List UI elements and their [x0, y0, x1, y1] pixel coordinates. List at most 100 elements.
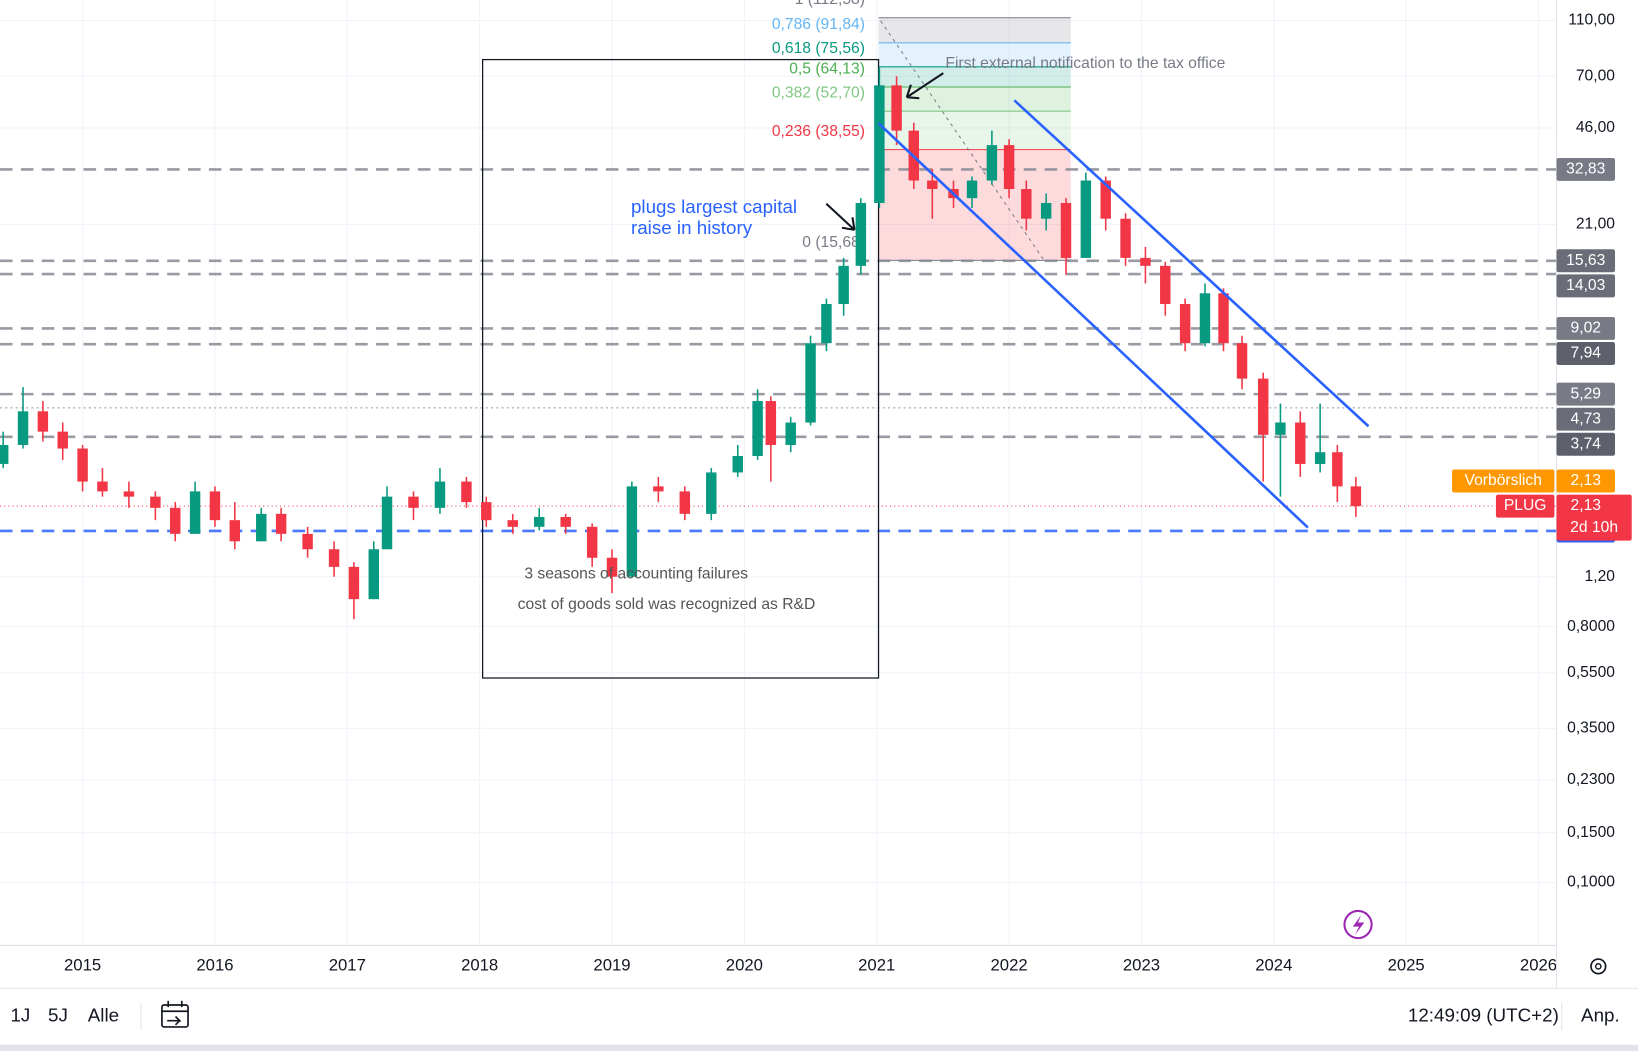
settings-icon-hub — [1594, 962, 1602, 970]
x-tick-label: 2025 — [1388, 956, 1425, 975]
candle-body — [653, 486, 664, 492]
goto-date-icon[interactable] — [161, 1000, 189, 1028]
x-tick-label: 2024 — [1255, 956, 1292, 975]
events-icon-bolt — [1352, 915, 1365, 935]
x-tick-label: 2016 — [196, 956, 233, 975]
candle-body — [1100, 180, 1111, 219]
clock: 12:49:09 (UTC+2) — [1408, 1004, 1559, 1025]
candle-body — [891, 85, 902, 131]
candle-body — [0, 444, 9, 464]
candle-body — [765, 401, 777, 445]
plot-area: 1 (112,58) 0,786 (91,84) 0,618 (75,56) 0,5 … — [0, 0, 1557, 975]
scale-mode[interactable]: Anp. — [1581, 1004, 1620, 1025]
candle-body — [256, 513, 267, 542]
candle-body — [1040, 202, 1052, 219]
candle-body — [348, 566, 360, 600]
candle-body — [97, 481, 108, 492]
symbol-tag — [1495, 494, 1555, 518]
x-tick-label: 2026 — [1520, 956, 1557, 975]
x-tick-label: 2021 — [858, 956, 895, 975]
x-tick-label: 2015 — [64, 956, 101, 975]
y-tick-label: 0,1000 — [1567, 874, 1615, 891]
range-button[interactable]: Alle — [88, 1004, 119, 1025]
candle-body — [17, 411, 29, 445]
candle-body — [150, 496, 161, 508]
toolbar: 1J 5J Alle 12:49:09 (UTC+2) Anp. — [0, 987, 1638, 1051]
arrow — [825, 202, 856, 231]
candle-body — [1275, 422, 1286, 435]
level-tag-label: 5,29 — [1571, 385, 1601, 402]
fib-band — [878, 111, 1071, 150]
candle-body — [1350, 486, 1362, 507]
candle-body — [57, 431, 68, 449]
level-tag — [1556, 342, 1616, 366]
level-tag — [1556, 316, 1616, 340]
candle-body — [927, 180, 938, 190]
candle-body — [752, 401, 763, 456]
level-tag-label: 4,73 — [1571, 410, 1602, 427]
candle-body — [123, 491, 135, 497]
y-tick-label: 0,2300 — [1567, 771, 1615, 788]
settings-icon[interactable] — [1590, 958, 1607, 975]
fib-label: 1 (112,58) — [795, 0, 865, 8]
candle-body — [328, 549, 340, 567]
candle-body — [1218, 293, 1229, 344]
countdown: 2d 10h — [1570, 519, 1618, 536]
level-tag-label: 7,94 — [1571, 345, 1602, 362]
annotation: cost of goods sold was recognized as R&D — [518, 596, 816, 613]
candle-body — [1179, 304, 1191, 344]
annotation: plugs largest capital — [631, 196, 797, 217]
candle-body — [1257, 378, 1269, 435]
candle-body — [1160, 265, 1171, 305]
level-tag-label: 32,83 — [1566, 161, 1605, 178]
candle-body — [408, 496, 419, 508]
fib-label: 0,786 (91,84) — [772, 16, 865, 33]
candle-body — [533, 516, 545, 527]
level-tag-label: 3,74 — [1571, 435, 1602, 452]
level-tag-label: 14,03 — [1566, 277, 1605, 294]
fib-label: 0,618 (75,56) — [772, 40, 865, 57]
level-tag — [1556, 274, 1616, 298]
symbol-name: PLUG — [1504, 497, 1547, 514]
y-tick-label: 0,5500 — [1567, 664, 1615, 681]
candle-body — [855, 202, 867, 266]
range-button[interactable]: 1J — [10, 1004, 30, 1025]
fib-band — [878, 87, 1071, 112]
price-axis: 110,00 70,00 46,00 21,00 1,20 0,8000 0,5500 0,3… — [1452, 0, 1638, 988]
y-tick-label: 0,3500 — [1567, 720, 1615, 737]
candle-body — [986, 145, 998, 181]
premarket-name-tag — [1452, 469, 1555, 493]
fib-label: 0,5 (64,13) — [789, 60, 865, 77]
y-tick-label: 21,00 — [1576, 216, 1615, 233]
level-tag-label: 9,02 — [1571, 320, 1601, 337]
fib-label: 0,236 (38,55) — [772, 123, 865, 140]
level-tag — [1556, 407, 1616, 431]
premarket-label: 2,13 — [1571, 472, 1602, 489]
candle-body — [732, 455, 743, 473]
candle-body — [560, 516, 571, 527]
candle-body — [507, 520, 518, 527]
level-tag — [1556, 249, 1616, 273]
candle-body — [275, 513, 287, 534]
premarket-name: Vorbörslich — [1465, 472, 1542, 489]
candle-body — [1060, 202, 1072, 258]
candle-body — [461, 481, 472, 503]
fib-label: 0 (15,68) — [802, 234, 865, 251]
candle-body — [381, 496, 393, 550]
candle-body — [838, 265, 849, 305]
candle-body — [874, 85, 885, 203]
range-button[interactable]: 5J — [48, 1004, 68, 1025]
bottom-strip — [0, 1044, 1638, 1051]
x-tick-label: 2022 — [991, 956, 1028, 975]
y-tick-label: 1,20 — [1585, 568, 1616, 585]
premarket-tag — [1556, 469, 1616, 493]
candle-body — [606, 557, 618, 577]
candle-body — [1021, 189, 1032, 219]
candle-body — [821, 304, 832, 344]
candle-body — [1199, 293, 1211, 344]
y-tick-label: 110,00 — [1568, 12, 1615, 29]
candle-body — [77, 448, 88, 482]
